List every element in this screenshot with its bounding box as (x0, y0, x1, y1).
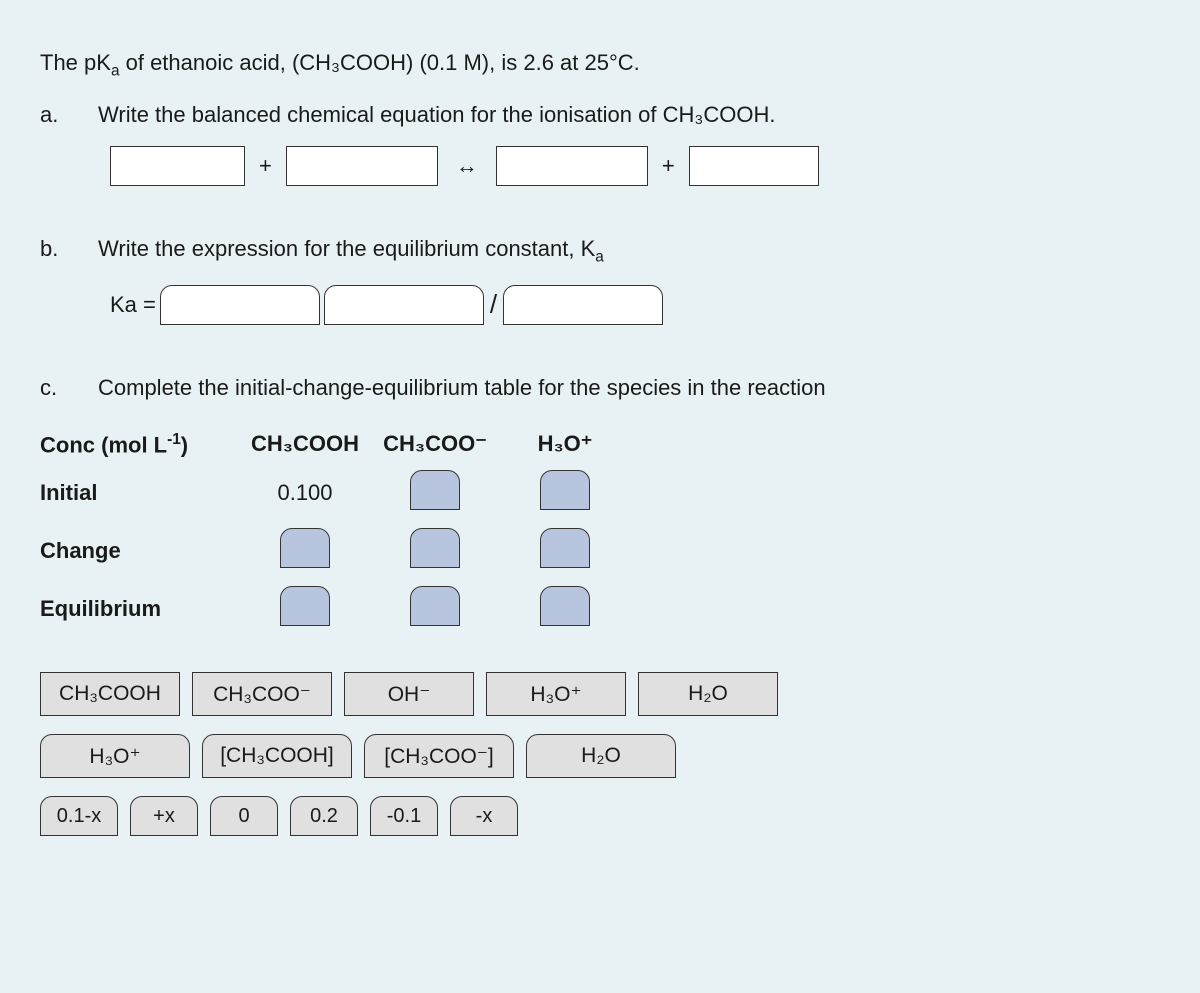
tile-plus-x[interactable]: +x (130, 796, 198, 836)
plus-1: + (255, 153, 276, 179)
part-a-text: Write the balanced chemical equation for… (98, 102, 775, 128)
part-a: a. Write the balanced chemical equation … (40, 102, 1160, 186)
ka-label: Ka = (110, 292, 156, 318)
intro-rest: of ethanoic acid, (CH₃COOH) (0.1 M), is … (120, 50, 640, 75)
part-b-sub: a (595, 249, 604, 266)
part-c-text: Complete the initial-change-equilibrium … (98, 375, 826, 401)
ka-drop-2[interactable] (324, 285, 484, 325)
part-b: b. Write the expression for the equilibr… (40, 236, 1160, 324)
part-a-label: a. (40, 102, 68, 128)
tile-h2o-b[interactable]: H₂O (526, 734, 676, 778)
tile-oh-minus[interactable]: OH⁻ (344, 672, 474, 716)
ka-slash: / (488, 289, 499, 320)
tile-row-3: 0.1-x +x 0 0.2 -0.1 -x (40, 796, 1160, 836)
tile-row-2: H₃O⁺ [CH₃COOH] [CH₃COO⁻] H₂O (40, 734, 1160, 778)
ka-drop-3[interactable] (503, 285, 663, 325)
ice-table: Conc (mol L-1) CH₃COOH CH₃COO⁻ H₃O⁺ Init… (40, 431, 1160, 632)
intro-text: The pKa of ethanoic acid, (CH₃COOH) (0.1… (40, 50, 1160, 80)
ice-drop-initial-2[interactable] (410, 470, 460, 510)
intro-prefix: The pK (40, 50, 111, 75)
intro-sub: a (111, 62, 120, 79)
tile-neg-x[interactable]: -x (450, 796, 518, 836)
ice-header-conc: Conc (mol L-1) (40, 431, 240, 458)
part-b-text: Write the expression for the equilibrium… (98, 236, 604, 266)
plus-2: + (658, 153, 679, 179)
part-b-prefix: Write the expression for the equilibrium… (98, 236, 595, 261)
ice-drop-eq-3[interactable] (540, 586, 590, 626)
ice-drop-initial-3[interactable] (540, 470, 590, 510)
tile-h3o-plus-b[interactable]: H₃O⁺ (40, 734, 190, 778)
tile-row-1: CH₃COOH CH₃COO⁻ OH⁻ H₃O⁺ H₂O (40, 672, 1160, 716)
ka-drop-1[interactable] (160, 285, 320, 325)
tile-bracket-ch3coo[interactable]: [CH₃COO⁻] (364, 734, 514, 778)
ice-header-col4: H₃O⁺ (500, 431, 630, 457)
eq-drop-2[interactable] (286, 146, 438, 186)
eq-drop-4[interactable] (689, 146, 819, 186)
part-c: c. Complete the initial-change-equilibri… (40, 375, 1160, 401)
tile-0.1-x[interactable]: 0.1-x (40, 796, 118, 836)
ice-row-initial: Initial (40, 480, 240, 506)
tile-0[interactable]: 0 (210, 796, 278, 836)
tile-0.2[interactable]: 0.2 (290, 796, 358, 836)
ice-drop-change-3[interactable] (540, 528, 590, 568)
equilibrium-arrow: ↔ (448, 153, 486, 179)
tile-ch3coo-minus[interactable]: CH₃COO⁻ (192, 672, 332, 716)
ice-header-col3: CH₃COO⁻ (370, 431, 500, 457)
equation-row: + ↔ + (110, 146, 1160, 186)
part-c-label: c. (40, 375, 68, 401)
ka-row: Ka = / (110, 285, 1160, 325)
ice-row-change: Change (40, 538, 240, 564)
tile-ch3cooh[interactable]: CH₃COOH (40, 672, 180, 716)
tile-h2o[interactable]: H₂O (638, 672, 778, 716)
ice-row-equilibrium: Equilibrium (40, 596, 240, 622)
eq-drop-1[interactable] (110, 146, 245, 186)
tile-neg-0.1[interactable]: -0.1 (370, 796, 438, 836)
part-b-label: b. (40, 236, 68, 262)
ice-drop-change-1[interactable] (280, 528, 330, 568)
tile-h3o-plus[interactable]: H₃O⁺ (486, 672, 626, 716)
eq-drop-3[interactable] (496, 146, 648, 186)
ice-drop-eq-1[interactable] (280, 586, 330, 626)
ice-drop-eq-2[interactable] (410, 586, 460, 626)
ice-initial-val: 0.100 (240, 480, 370, 506)
tile-bracket-ch3cooh[interactable]: [CH₃COOH] (202, 734, 352, 778)
ice-drop-change-2[interactable] (410, 528, 460, 568)
ice-header-col2: CH₃COOH (240, 431, 370, 457)
